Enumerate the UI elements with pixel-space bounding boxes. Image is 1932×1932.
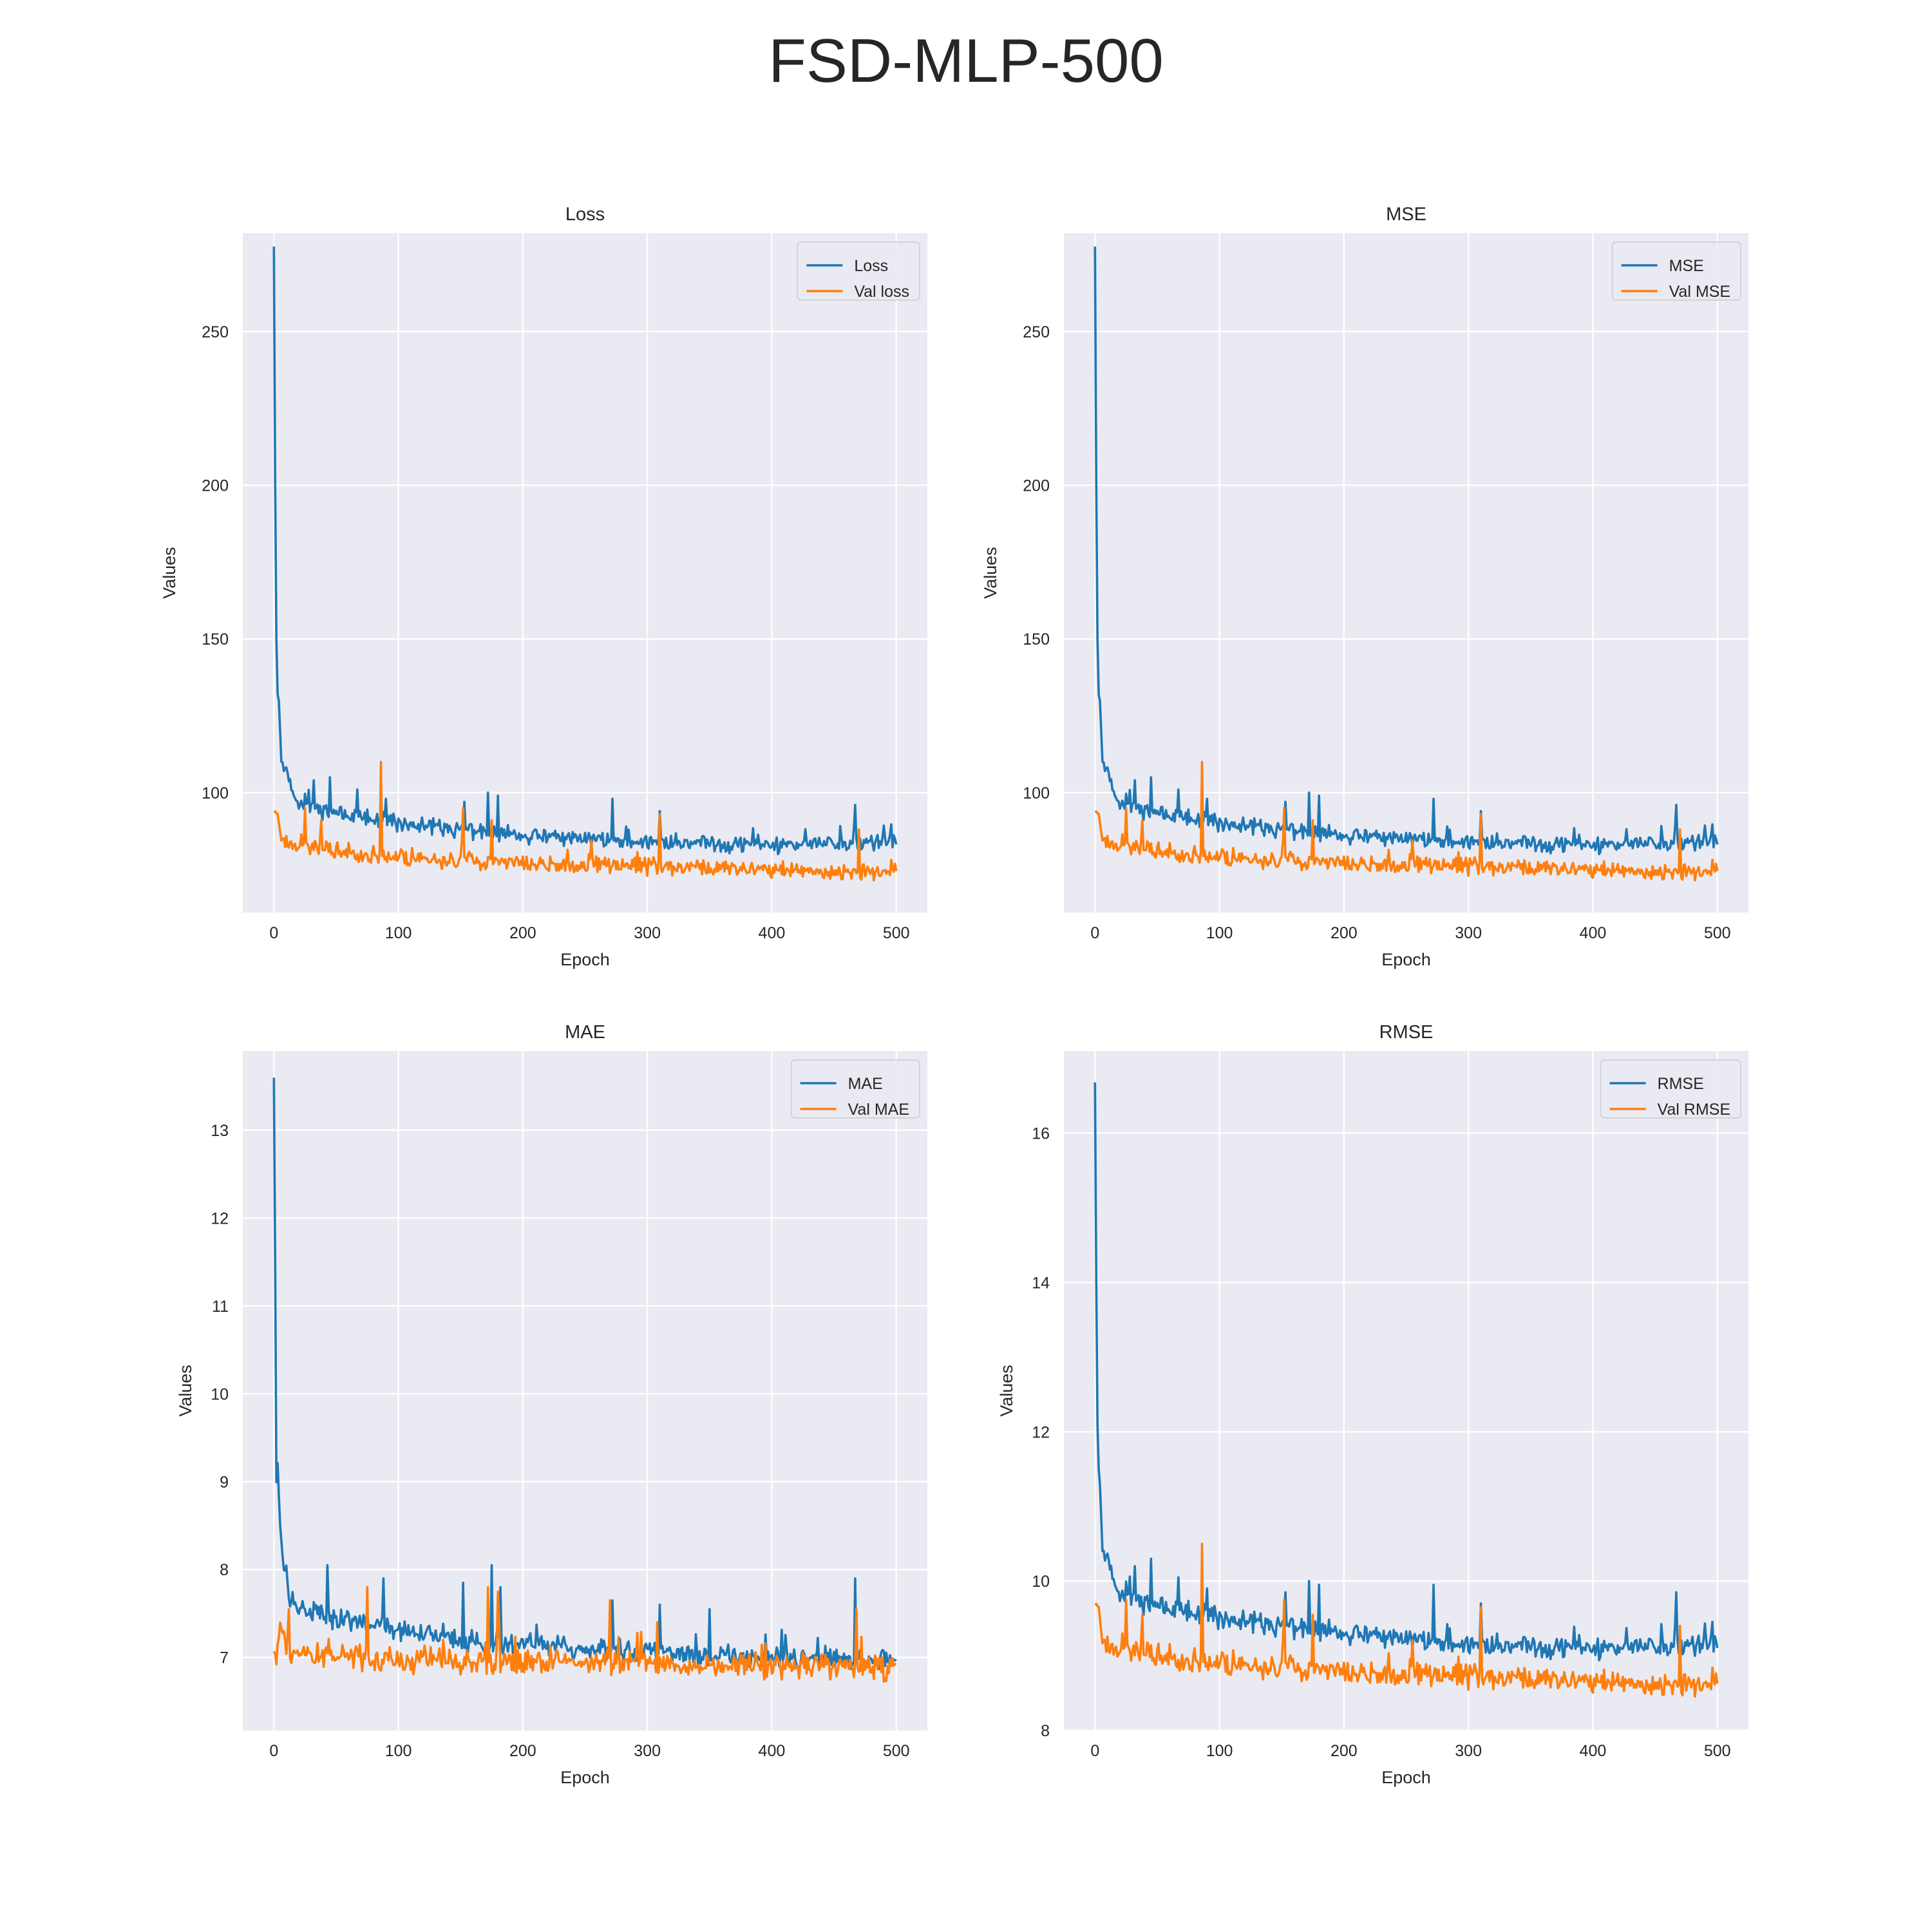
- mse-chart-title: MSE: [1386, 204, 1426, 225]
- rmse-x-tick-label: 300: [1455, 1742, 1482, 1760]
- mse-y-tick-label: 200: [1023, 477, 1050, 495]
- mse-x-tick-label: 100: [1206, 924, 1233, 942]
- mse-y-tick-label: 100: [1023, 784, 1050, 802]
- mae-y-tick-label: 10: [211, 1385, 229, 1403]
- val-loss-legend-label: Val loss: [854, 283, 909, 301]
- mae-y-tick-label: 12: [211, 1209, 229, 1227]
- loss-y-axis-label: Values: [160, 547, 179, 599]
- mse-x-tick-label: 200: [1331, 924, 1358, 942]
- rmse-x-tick-label: 0: [1090, 1742, 1099, 1760]
- loss-x-tick-label: 200: [509, 924, 536, 942]
- mse-y-tick-label: 150: [1023, 630, 1050, 649]
- rmse-y-tick-label: 8: [1041, 1722, 1050, 1740]
- mse-legend-box: [1611, 242, 1741, 301]
- loss-x-tick-label: 300: [634, 924, 661, 942]
- mae-y-axis-label: Values: [176, 1365, 195, 1417]
- mae-y-tick-label: 13: [211, 1122, 229, 1140]
- rmse-legend-box: [1600, 1059, 1741, 1119]
- figure-title: FSD-MLP-500: [768, 26, 1164, 95]
- loss-x-tick-label: 400: [759, 924, 786, 942]
- mae-x-tick-label: 200: [509, 1742, 536, 1760]
- mae-x-tick-label: 500: [883, 1742, 910, 1760]
- val-loss-line: [273, 761, 898, 882]
- val-mse-legend-label: Val MSE: [1669, 283, 1730, 301]
- mae-y-tick-label: 7: [220, 1649, 229, 1667]
- rmse-x-tick-label: 400: [1580, 1742, 1607, 1760]
- mae-y-tick-label: 8: [220, 1561, 229, 1579]
- mse-x-tick-label: 300: [1455, 924, 1482, 942]
- val-mse-line: [1094, 761, 1719, 882]
- rmse-y-axis-label: Values: [997, 1365, 1016, 1417]
- mae-line: [272, 1077, 897, 1671]
- mae-x-tick-label: 300: [634, 1742, 661, 1760]
- rmse-y-tick-label: 14: [1032, 1274, 1050, 1292]
- loss-legend-label: Loss: [854, 257, 888, 275]
- rmse-legend: RMSE Val RMSE: [1600, 1059, 1741, 1119]
- rmse-y-tick-label: 10: [1032, 1573, 1050, 1591]
- mse-chart: 0 100 200 300 400 500 100 150 200 250 MSE Epoch Valu…: [981, 204, 1748, 969]
- mae-x-tick-label: 0: [269, 1742, 278, 1760]
- loss-x-tick-label: 0: [269, 924, 278, 942]
- val-mae-line: [272, 1586, 896, 1683]
- mae-x-tick-label: 100: [385, 1742, 412, 1760]
- mae-chart-title: MAE: [565, 1022, 605, 1043]
- loss-y-tick-label: 250: [202, 323, 229, 341]
- loss-y-tick-label: 150: [202, 630, 229, 649]
- rmse-plot-area: [1064, 1051, 1748, 1730]
- loss-x-tick-label: 500: [883, 924, 910, 942]
- mse-line: [1094, 246, 1719, 856]
- rmse-x-axis-label: Epoch: [1381, 1768, 1431, 1787]
- loss-y-tick-label: 200: [202, 477, 229, 495]
- mse-y-tick-label: 250: [1023, 323, 1050, 341]
- rmse-x-tick-label: 200: [1331, 1742, 1358, 1760]
- mse-legend-label: MSE: [1669, 257, 1704, 275]
- mse-legend: MSE Val MSE: [1611, 242, 1741, 301]
- val-mae-legend-label: Val MAE: [848, 1101, 909, 1119]
- val-rmse-line: [1094, 1542, 1719, 1698]
- mse-x-tick-label: 500: [1704, 924, 1731, 942]
- mae-plot-area: [243, 1051, 927, 1730]
- rmse-line: [1094, 1082, 1719, 1662]
- loss-y-tick-label: 100: [202, 784, 229, 802]
- rmse-x-tick-label: 500: [1704, 1742, 1731, 1760]
- loss-line: [272, 246, 898, 856]
- mae-x-tick-label: 400: [759, 1742, 786, 1760]
- mae-legend: MAE Val MAE: [790, 1059, 920, 1119]
- loss-chart-title: Loss: [565, 204, 605, 225]
- loss-chart: 0 100 200 300 400 500 100 150 200 250 Loss Epoch Val…: [160, 204, 927, 969]
- mse-y-axis-label: Values: [981, 547, 1000, 599]
- mse-x-tick-label: 0: [1090, 924, 1099, 942]
- mae-x-axis-label: Epoch: [560, 1768, 610, 1787]
- mae-y-tick-label: 9: [220, 1473, 229, 1492]
- mae-legend-box: [790, 1059, 920, 1119]
- mae-legend-label: MAE: [848, 1075, 883, 1093]
- rmse-chart: 0 100 200 300 400 500 8 10 12 14 16 RMSE Epoch Values…: [997, 1022, 1748, 1787]
- rmse-legend-label: RMSE: [1658, 1075, 1704, 1093]
- mae-y-tick-label: 11: [212, 1298, 229, 1316]
- loss-legend-box: [797, 242, 920, 301]
- rmse-x-tick-label: 100: [1206, 1742, 1233, 1760]
- rmse-y-tick-label: 12: [1032, 1423, 1050, 1441]
- loss-x-axis-label: Epoch: [560, 950, 610, 969]
- loss-x-tick-label: 100: [385, 924, 412, 942]
- loss-legend: Loss Val loss: [797, 242, 920, 301]
- mse-x-axis-label: Epoch: [1381, 950, 1431, 969]
- rmse-chart-title: RMSE: [1379, 1022, 1434, 1043]
- rmse-y-tick-label: 16: [1032, 1125, 1050, 1143]
- mse-x-tick-label: 400: [1580, 924, 1607, 942]
- val-rmse-legend-label: Val RMSE: [1658, 1101, 1730, 1119]
- mae-chart: 0 100 200 300 400 500 7 8 9 10 11 12 13 MAE Epoch Value…: [176, 1022, 927, 1787]
